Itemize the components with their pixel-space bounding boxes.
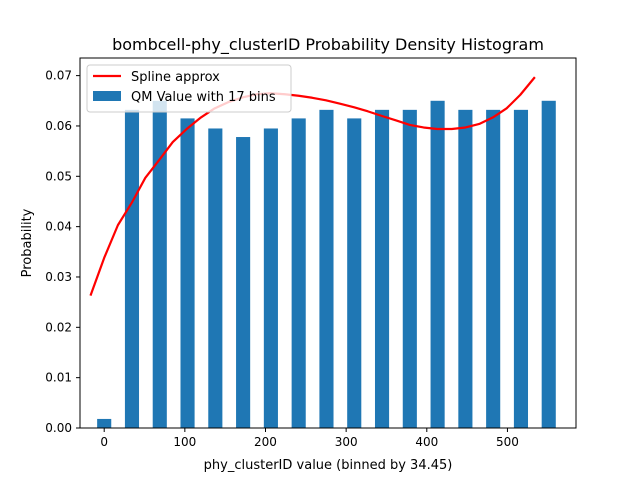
histogram-bar xyxy=(458,109,473,428)
y-tick-label: 0.04 xyxy=(45,220,72,234)
y-axis: 0.00 0.01 0.02 0.03 0.04 0.05 0.06 0.07 xyxy=(45,69,80,435)
spline-series xyxy=(89,76,536,296)
legend: Spline approx QM Value with 17 bins xyxy=(86,64,292,113)
histogram-bar xyxy=(180,118,195,428)
histogram-bar xyxy=(347,118,362,428)
histogram-bar xyxy=(208,128,223,429)
histogram-bar xyxy=(486,109,501,428)
x-tick-label: 200 xyxy=(254,435,277,449)
histogram-bar xyxy=(263,128,278,429)
x-tick-label: 400 xyxy=(415,435,438,449)
y-axis-label: Probability xyxy=(20,208,35,277)
histogram-bar xyxy=(291,118,306,428)
y-tick-label: 0.01 xyxy=(45,371,72,385)
y-tick-label: 0.05 xyxy=(45,169,72,183)
x-tick-label: 100 xyxy=(173,435,196,449)
y-tick-label: 0.07 xyxy=(45,69,72,83)
plot-frame xyxy=(79,57,577,429)
legend-label-spline: Spline approx xyxy=(131,70,220,85)
histogram-bar xyxy=(541,100,556,428)
x-tick-label: 0 xyxy=(100,435,108,449)
y-tick-label: 0.06 xyxy=(45,119,72,133)
histogram-bar xyxy=(236,137,251,428)
x-axis: 0 100 200 300 400 500 xyxy=(100,428,519,449)
x-axis-label: phy_clusterID value (binned by 34.45) xyxy=(204,458,453,473)
histogram-bar xyxy=(513,109,529,428)
histogram-bar xyxy=(374,109,390,428)
bar-series xyxy=(97,100,556,429)
histogram-bar xyxy=(97,418,112,428)
y-tick-label: 0.03 xyxy=(45,270,72,284)
chart-title: bombcell-phy_clusterID Probability Densi… xyxy=(112,35,544,55)
histogram-bar xyxy=(430,100,445,428)
histogram-bar xyxy=(152,100,167,428)
legend-box xyxy=(86,64,292,113)
histogram-bar xyxy=(402,109,417,428)
histogram-bar xyxy=(124,109,140,428)
x-tick-label: 300 xyxy=(335,435,358,449)
legend-bar-swatch xyxy=(93,91,121,101)
x-tick-label: 500 xyxy=(496,435,519,449)
histogram-bar xyxy=(319,109,334,428)
y-tick-label: 0.02 xyxy=(45,320,72,334)
y-tick-label: 0.00 xyxy=(45,421,72,435)
spline-line xyxy=(89,76,536,296)
legend-label-bars: QM Value with 17 bins xyxy=(131,90,276,105)
